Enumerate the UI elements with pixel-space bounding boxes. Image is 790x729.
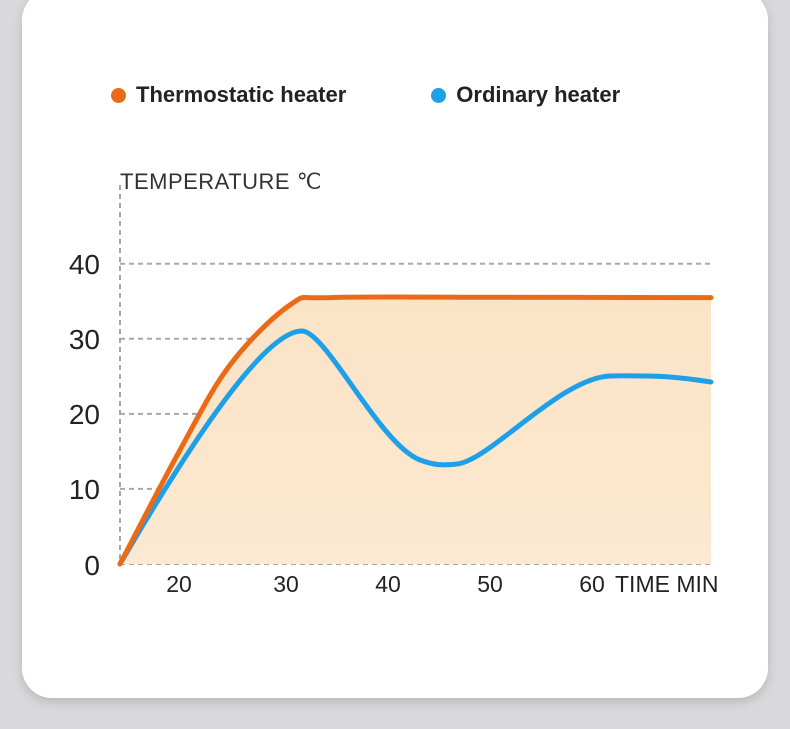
svg-text:20: 20: [166, 571, 192, 597]
svg-text:50: 50: [477, 571, 503, 597]
svg-text:20: 20: [69, 399, 100, 430]
svg-text:30: 30: [273, 571, 299, 597]
svg-text:60: 60: [579, 571, 605, 597]
svg-text:0: 0: [84, 550, 100, 581]
svg-text:10: 10: [69, 474, 100, 505]
svg-text:TEMPERATURE ℃: TEMPERATURE ℃: [120, 169, 322, 194]
svg-text:40: 40: [375, 571, 401, 597]
svg-text:30: 30: [69, 324, 100, 355]
svg-text:40: 40: [69, 249, 100, 280]
svg-text:TIME MIN: TIME MIN: [615, 571, 719, 597]
